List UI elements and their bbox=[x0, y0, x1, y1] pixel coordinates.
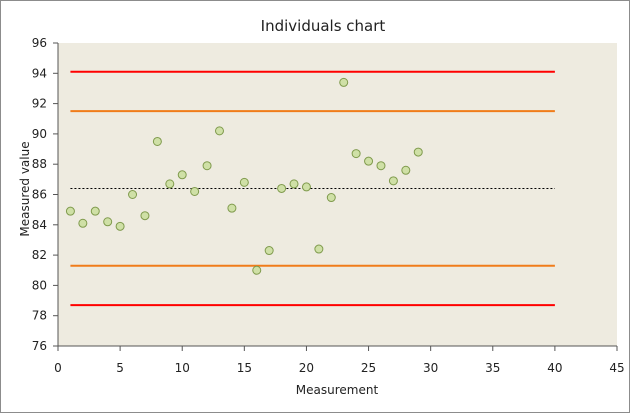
x-tick-label: 45 bbox=[609, 361, 624, 375]
data-point bbox=[351, 149, 361, 159]
y-axis-title: Measured value bbox=[18, 141, 32, 236]
y-tick-label: 94 bbox=[32, 66, 47, 80]
data-point bbox=[289, 179, 299, 189]
data-point bbox=[277, 183, 287, 193]
data-point bbox=[326, 193, 336, 203]
data-point bbox=[103, 217, 113, 227]
data-point bbox=[115, 221, 125, 231]
data-point bbox=[128, 190, 138, 199]
y-tick-label: 88 bbox=[32, 157, 47, 171]
data-point bbox=[376, 161, 386, 171]
x-tick-label: 35 bbox=[485, 361, 500, 375]
data-point bbox=[227, 203, 237, 213]
plot-area bbox=[58, 43, 617, 346]
data-points bbox=[65, 77, 423, 275]
control-limit-lines bbox=[70, 70, 555, 307]
data-point bbox=[339, 77, 349, 87]
data-point bbox=[239, 177, 249, 187]
data-point bbox=[65, 206, 75, 216]
data-point bbox=[413, 147, 423, 157]
data-point bbox=[401, 165, 411, 175]
y-tick-label: 78 bbox=[32, 309, 47, 323]
data-point bbox=[388, 176, 398, 186]
y-tick-label: 92 bbox=[32, 97, 47, 111]
x-axis-ticks: 0 5 10 15 20 25 30 35 40 45 bbox=[54, 346, 625, 375]
x-tick-label: 0 bbox=[54, 361, 62, 375]
data-point bbox=[364, 156, 374, 166]
y-tick-label: 82 bbox=[32, 248, 47, 262]
y-axis-ticks: 76 78 80 82 84 86 88 90 92 94 96 bbox=[32, 36, 58, 353]
x-tick-label: 5 bbox=[116, 361, 124, 375]
x-tick-label: 10 bbox=[175, 361, 190, 375]
data-point bbox=[140, 211, 150, 221]
y-tick-label: 86 bbox=[32, 188, 47, 202]
data-point bbox=[301, 182, 311, 192]
data-point bbox=[177, 170, 187, 180]
data-point bbox=[90, 206, 100, 216]
x-axis-title: Measurement bbox=[296, 383, 379, 397]
data-point bbox=[314, 244, 324, 254]
data-point bbox=[165, 179, 175, 189]
x-tick-label: 40 bbox=[547, 361, 562, 375]
chart-title: Individuals chart bbox=[261, 17, 386, 35]
y-tick-label: 80 bbox=[32, 278, 47, 292]
data-point bbox=[202, 161, 212, 171]
y-tick-label: 84 bbox=[32, 218, 47, 232]
x-tick-label: 15 bbox=[237, 361, 252, 375]
x-tick-label: 20 bbox=[299, 361, 314, 375]
data-point bbox=[78, 218, 88, 228]
y-tick-label: 76 bbox=[32, 339, 47, 353]
data-point bbox=[214, 126, 224, 136]
y-tick-label: 96 bbox=[32, 36, 47, 50]
data-point bbox=[252, 265, 262, 275]
x-tick-label: 30 bbox=[423, 361, 438, 375]
y-tick-label: 90 bbox=[32, 127, 47, 141]
x-tick-label: 25 bbox=[361, 361, 376, 375]
data-point bbox=[264, 246, 274, 256]
data-point bbox=[190, 186, 200, 196]
data-point bbox=[152, 136, 162, 146]
